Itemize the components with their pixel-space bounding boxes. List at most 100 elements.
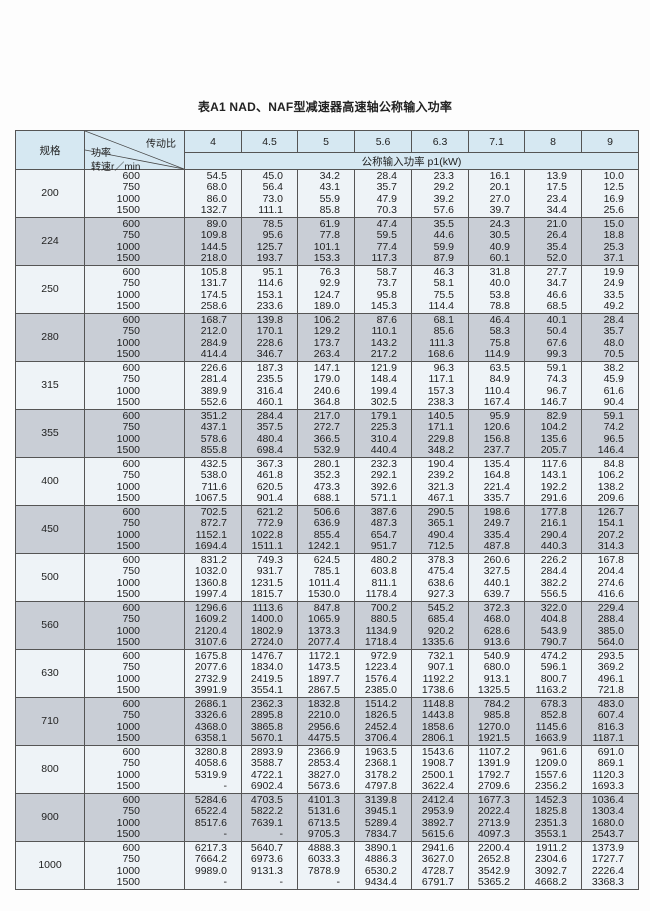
power-value: 284.4 <box>256 410 283 423</box>
power-cell: 474.2 596.1 800.7 1163.2 <box>524 649 582 698</box>
power-value: 46.3 <box>433 266 454 279</box>
power-value: 437.1 <box>200 421 227 434</box>
power-value: 790.7 <box>540 635 567 648</box>
power-value: 110.1 <box>371 325 398 338</box>
power-value: 607.4 <box>597 709 624 722</box>
size-cell: 224 <box>15 217 85 266</box>
power-value: 972.9 <box>370 650 397 663</box>
power-value: 931.7 <box>256 565 283 578</box>
power-value: 212.0 <box>200 325 227 338</box>
speed-value: 750 <box>122 565 140 578</box>
power-cell: 46.3 58.1 75.5 114.4 <box>411 265 469 314</box>
speed-value: 750 <box>122 229 140 242</box>
power-value: 4703.5 <box>250 794 283 807</box>
power-value: 263.4 <box>313 347 340 360</box>
power-value: 274.6 <box>597 576 624 589</box>
speed-value: 600 <box>122 554 140 567</box>
power-value: 111.3 <box>429 336 454 349</box>
power-value: 5131.6 <box>307 805 340 818</box>
speed-value: 600 <box>122 362 140 375</box>
power-value: 487.8 <box>483 539 510 552</box>
power-value: 99.3 <box>546 347 567 360</box>
power-value: 117.1 <box>428 373 455 386</box>
power-value: 187.3 <box>256 362 283 375</box>
power-value: 310.4 <box>370 432 397 445</box>
power-value: 43.1 <box>319 181 340 194</box>
power-value: 2077.4 <box>307 635 340 648</box>
power-value: 2543.7 <box>591 827 624 840</box>
size-cell: 450 <box>15 505 85 554</box>
power-value: 284.9 <box>200 336 227 349</box>
power-value: 23.4 <box>546 192 567 205</box>
power-value: 3945.1 <box>364 805 397 818</box>
power-value: 654.7 <box>370 528 397 541</box>
table-row-group: 710 600 750 1000 1500 2686.1 3326.6 4368.0 6358.… <box>15 697 639 746</box>
power-value: 146.7 <box>540 395 567 408</box>
power-value: 68.0 <box>206 181 227 194</box>
power-value: 131.7 <box>200 277 227 290</box>
power-value: 321.3 <box>427 480 454 493</box>
power-cell: 480.2 603.8 811.1 1178.4 <box>354 553 412 602</box>
speed-cell: 600 750 1000 1500 <box>84 553 185 602</box>
power-value: 238.3 <box>427 395 454 408</box>
speed-value: 1000 <box>116 816 140 829</box>
power-value: 86.0 <box>206 192 227 205</box>
power-value: 1223.4 <box>364 661 397 674</box>
size-cell: 500 <box>15 553 85 602</box>
table-row-group: 400 600 750 1000 1500 432.5 538.0 711.6 1067.5 36… <box>15 457 639 506</box>
power-value: 221.4 <box>483 480 510 493</box>
power-value: 147.1 <box>313 362 340 375</box>
power-cell: 82.9 104.2 135.6 205.7 <box>524 409 582 458</box>
power-value: 847.8 <box>313 602 340 615</box>
power-value: 198.6 <box>483 506 510 519</box>
power-value: 56.4 <box>262 181 283 194</box>
power-value: 2500.1 <box>421 768 454 781</box>
power-value: 2368.1 <box>364 757 397 770</box>
power-value: 2724.0 <box>250 635 283 648</box>
power-value: 290.5 <box>427 506 454 519</box>
power-value: 1802.9 <box>250 624 283 637</box>
power-value: 53.8 <box>489 288 510 301</box>
power-value: 177.8 <box>540 506 567 519</box>
power-value: 3107.6 <box>194 635 227 648</box>
power-value: 322.0 <box>540 602 567 615</box>
power-value: 109.8 <box>200 229 227 242</box>
speed-value: 750 <box>122 421 140 434</box>
power-value: 364.8 <box>313 395 340 408</box>
power-value: 9434.4 <box>364 875 397 888</box>
power-value: 2351.3 <box>534 816 567 829</box>
power-value: 1231.5 <box>250 576 283 589</box>
power-value: 139.8 <box>256 314 283 327</box>
power-value: 1032.0 <box>194 565 227 578</box>
power-value: 17.5 <box>546 181 567 194</box>
power-cell: 3890.1 4886.3 6530.2 9434.4 <box>354 841 412 890</box>
speed-value: 1500 <box>116 203 140 216</box>
power-cell: 4101.3 5131.6 6713.5 9705.3 <box>297 793 355 842</box>
speed-value: 600 <box>122 266 140 279</box>
speed-cell: 600 750 1000 1500 <box>84 265 185 314</box>
power-value: 1187.1 <box>592 731 624 744</box>
power-value: - <box>336 875 341 888</box>
power-value: 913.1 <box>483 672 510 685</box>
table-row-group: 900 600 750 1000 1500 5284.6 6522.4 8517.6-4703… <box>15 793 639 842</box>
power-cell: 322.0 404.8 543.9 790.7 <box>524 601 582 650</box>
power-value: 204.4 <box>597 565 624 578</box>
speed-value: 1500 <box>116 587 140 600</box>
power-value: 54.5 <box>206 170 227 183</box>
power-value: 785.1 <box>313 565 340 578</box>
power-value: 57.6 <box>433 203 454 216</box>
power-value: 3326.6 <box>194 709 227 722</box>
power-value: 1303.4 <box>591 805 624 818</box>
power-cell: 1476.7 1834.0 2419.5 3554.1 <box>241 649 298 698</box>
speed-value: 600 <box>122 842 140 855</box>
power-value: 35.7 <box>603 325 624 338</box>
power-cell: 19.9 24.9 33.5 49.2 <box>581 265 639 314</box>
power-value: 228.6 <box>256 336 283 349</box>
power-value: 117.6 <box>541 458 568 471</box>
power-value: 96.3 <box>433 362 454 375</box>
power-value: 23.3 <box>433 170 454 183</box>
power-value: 698.4 <box>256 443 283 456</box>
power-value: 467.1 <box>427 491 454 504</box>
power-value: 38.2 <box>603 362 624 375</box>
power-value: 620.5 <box>256 480 283 493</box>
